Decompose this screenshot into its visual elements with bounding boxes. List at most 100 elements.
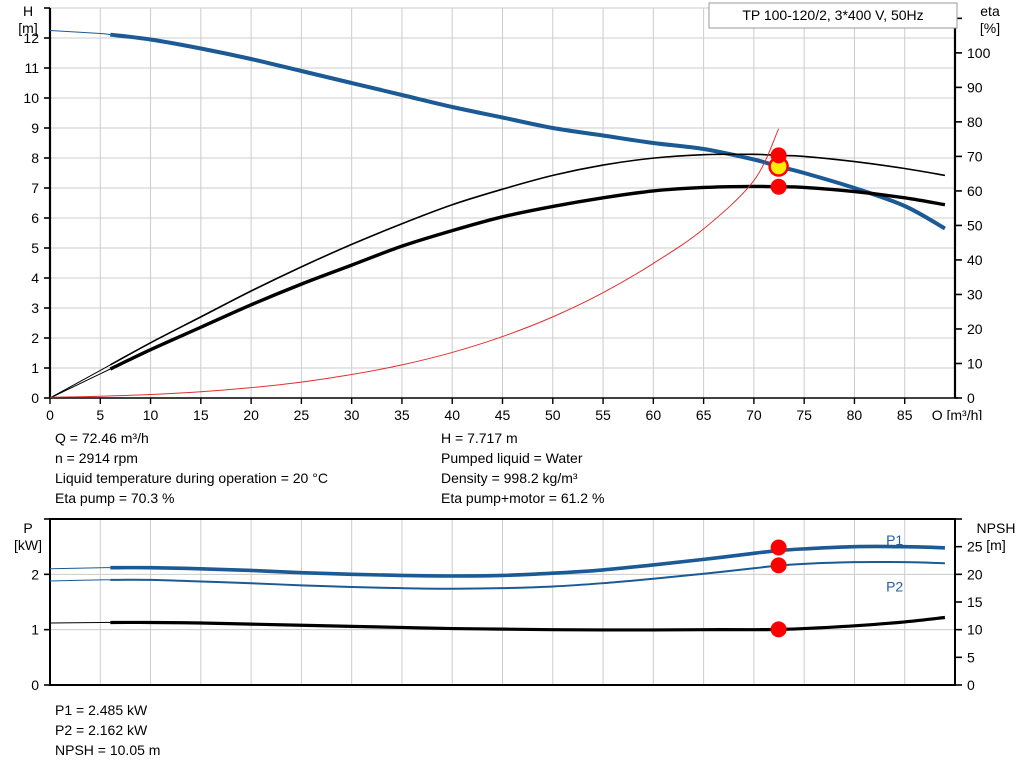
y2-tick-label: 90 (967, 79, 983, 95)
y2-axis-title-unit: [%] (980, 20, 1000, 36)
duty-points (768, 147, 789, 195)
duty-point-eta-pump-motor[interactable] (770, 178, 787, 195)
duty-info-left-row: n = 2914 rpm (55, 450, 138, 466)
duty-info-right-row: Density = 998.2 kg/m³ (441, 470, 578, 486)
curve-eta-pump-motor-thin (49, 368, 111, 399)
y2-tick-label: 0 (967, 677, 975, 693)
y2-axis-title: NPSH (977, 520, 1016, 536)
duty-point-eta-pump[interactable] (770, 147, 787, 164)
curve-p2-thin (49, 579, 111, 582)
x-tick-label: 80 (847, 407, 863, 420)
x-tick-label: 15 (193, 407, 209, 420)
y2-axis-ticks: 0 5 10 15 20 25 (955, 518, 983, 693)
duty-info-right: H = 7.717 m Pumped liquid = Water Densit… (441, 428, 604, 508)
curve-eta-pump-motor (109, 184, 946, 371)
grid (50, 7, 955, 398)
y-tick-label: 4 (31, 270, 39, 286)
y2-tick-label: 20 (967, 321, 983, 337)
curve-h-thin (49, 30, 111, 36)
x-tick-label: 25 (294, 407, 310, 420)
duty-info-left: Q = 72.46 m³/h n = 2914 rpm Liquid tempe… (55, 428, 328, 508)
y2-tick-label: 80 (967, 114, 983, 130)
y2-tick-label: 40 (967, 252, 983, 268)
chart-title: TP 100-120/2, 3*400 V, 50Hz (742, 7, 923, 23)
x-axis-ticks: 0 5 10 15 20 25 30 35 40 45 50 55 60 65 70 75 80 85 (46, 398, 913, 420)
y-tick-label: 10 (23, 90, 39, 106)
curve-h (110, 32, 946, 231)
power-info-row: P1 = 2.485 kW (55, 702, 148, 718)
y-axis-title-unit: [kW] (14, 537, 42, 553)
duty-point-p1[interactable] (770, 539, 787, 556)
y-tick-label: 1 (31, 360, 39, 376)
chart-title-box: TP 100-120/2, 3*400 V, 50Hz (708, 2, 958, 29)
duty-info-right-row: Pumped liquid = Water (441, 450, 583, 466)
x-axis-title: Q [m³/h] (932, 407, 983, 420)
curve-npsh-npsh-thin (49, 621, 111, 624)
y2-tick-label: 10 (967, 622, 983, 638)
curve-p1 (110, 544, 945, 578)
duty-info-left-row: Eta pump = 70.3 % (55, 490, 175, 506)
y2-tick-label: 5 (967, 649, 975, 665)
x-tick-label: 5 (96, 407, 104, 420)
y2-tick-label: 70 (967, 148, 983, 164)
y2-tick-label: 50 (967, 217, 983, 233)
y2-tick-label: 25 (967, 539, 983, 555)
y-tick-label: 2 (31, 566, 39, 582)
curve-p1-thin (49, 567, 111, 570)
y-tick-label: 2 (31, 330, 39, 346)
power-info-row: P2 = 2.162 kW (55, 722, 148, 738)
power-info: P1 = 2.485 kW P2 = 2.162 kW NPSH = 10.05… (55, 700, 160, 760)
curve-npsh-npsh (110, 615, 946, 632)
curve-p2 (110, 560, 945, 590)
duty-info-right-row: H = 7.717 m (441, 430, 518, 446)
y-tick-label: 5 (31, 240, 39, 256)
y2-axis-title-unit: [m] (986, 537, 1005, 553)
x-tick-label: 55 (595, 407, 611, 420)
curves (49, 30, 946, 399)
x-tick-label: 0 (46, 407, 54, 420)
y-axis-title: H (23, 3, 33, 19)
y-axis-title-unit: [m] (18, 20, 37, 36)
x-tick-label: 40 (444, 407, 460, 420)
duty-point-p2[interactable] (770, 557, 787, 574)
y2-tick-label: 30 (967, 286, 983, 302)
y-tick-label: 8 (31, 150, 39, 166)
y-axis-ticks: 0 1 2 (31, 518, 50, 693)
x-tick-label: 50 (545, 407, 561, 420)
y-tick-label: 0 (31, 390, 39, 406)
x-tick-label: 65 (696, 407, 712, 420)
y-tick-label: 11 (24, 60, 39, 76)
y-tick-label: 0 (31, 677, 39, 693)
x-tick-label: 20 (243, 407, 259, 420)
y-tick-label: 1 (31, 622, 39, 638)
y-tick-label: 9 (31, 120, 39, 136)
duty-info-left-row: Q = 72.46 m³/h (55, 430, 149, 446)
curve-eta-pump (109, 153, 946, 366)
x-tick-label: 10 (143, 407, 159, 420)
chart-title-box-border (708, 2, 958, 29)
duty-info-right-row: Eta pump+motor = 61.2 % (441, 490, 605, 506)
y2-axis-ticks: 0 10 20 30 40 50 60 70 80 90 100 (955, 17, 991, 406)
curve-eta-pump-thin (49, 364, 111, 399)
y-tick-label: 12 (23, 30, 39, 46)
x-tick-label: 70 (746, 407, 762, 420)
y-tick-label: 3 (31, 300, 39, 316)
y2-axis-title: eta (980, 3, 1000, 19)
y-tick-label: 6 (31, 210, 39, 226)
curve-npsh-main (49, 128, 780, 398)
x-tick-label: 30 (344, 407, 360, 420)
y2-tick-label: 20 (967, 566, 983, 582)
duty-info-left-row: Liquid temperature during operation = 20… (55, 470, 328, 486)
x-tick-label: 60 (646, 407, 662, 420)
x-tick-label: 35 (394, 407, 410, 420)
y2-tick-label: 0 (967, 390, 975, 406)
duty-points (770, 539, 787, 638)
curves (49, 544, 946, 632)
duty-point-npsh[interactable] (770, 621, 787, 638)
power-info-row: NPSH = 10.05 m (55, 742, 161, 758)
y-axis-title: P (23, 520, 32, 536)
